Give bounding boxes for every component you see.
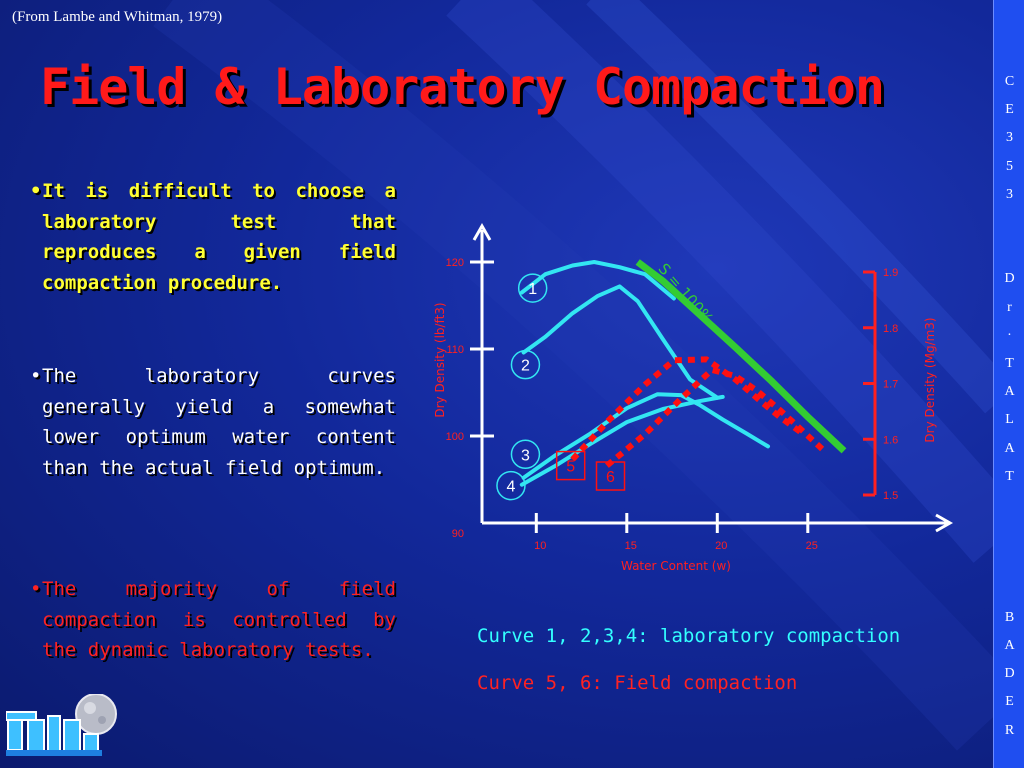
side-strip-char: R bbox=[1004, 722, 1015, 738]
source-citation: (From Lambe and Whitman, 1979) bbox=[12, 9, 223, 25]
bullet-text: The laboratory curves generally yield a … bbox=[42, 365, 396, 479]
side-strip-char: T bbox=[1005, 468, 1014, 484]
side-strip-char: A bbox=[1004, 384, 1015, 400]
side-strip-char: D bbox=[1004, 271, 1015, 287]
right-tick-label: 1.9 bbox=[883, 267, 898, 279]
curve-label: 5 bbox=[566, 459, 575, 476]
bullet-item-3: • The majority of field compaction is co… bbox=[30, 574, 396, 666]
side-strip-char: 3 bbox=[1006, 130, 1013, 146]
side-strip-char: L bbox=[1005, 412, 1014, 428]
side-strip-char: 5 bbox=[1006, 158, 1013, 174]
legend-field-curves: Curve 5, 6: Field compaction bbox=[477, 672, 798, 694]
curve-1 bbox=[519, 260, 676, 301]
side-strip-char: A bbox=[1004, 440, 1015, 456]
bullet-marker: • bbox=[30, 578, 42, 600]
side-strip-char: E bbox=[1005, 694, 1014, 710]
side-strip-char: B bbox=[1004, 609, 1015, 625]
curve-label: 2 bbox=[521, 358, 530, 375]
side-strip-char: T bbox=[1005, 356, 1014, 371]
bullet-marker: • bbox=[30, 180, 42, 202]
curve-4 bbox=[519, 394, 725, 487]
curve-5 bbox=[570, 356, 805, 462]
y-tick-label: 90 bbox=[452, 528, 464, 540]
curve-label: 6 bbox=[606, 469, 615, 486]
bullet-item-1: • It is difficult to choose a laboratory… bbox=[30, 176, 396, 298]
curve-2 bbox=[521, 284, 720, 400]
x-tick-label: 10 bbox=[534, 540, 546, 552]
y-axis-title: Dry Density (lb/ft3) bbox=[433, 302, 447, 417]
right-tick-label: 1.8 bbox=[883, 323, 898, 335]
curve-6 bbox=[604, 366, 828, 468]
y-axis-arrow bbox=[472, 222, 492, 241]
side-strip-char: · bbox=[1007, 327, 1012, 343]
bullet-marker: • bbox=[30, 365, 42, 387]
side-strip-char: C bbox=[1004, 74, 1015, 89]
x-tick-label: 15 bbox=[625, 540, 637, 552]
page-title: Field & Laboratory Compaction bbox=[40, 58, 885, 116]
curve-label: 1 bbox=[528, 281, 537, 298]
curve-label: 4 bbox=[507, 479, 516, 496]
bullet-text: The majority of field compaction is cont… bbox=[42, 578, 396, 661]
x-axis-title: Water Content (w) bbox=[621, 559, 731, 573]
y-tick-label: 100 bbox=[446, 431, 464, 443]
saturation-label: S = 100% bbox=[655, 260, 717, 328]
x-tick-label: 25 bbox=[806, 540, 818, 552]
university-logo bbox=[6, 694, 117, 756]
curve-3 bbox=[521, 392, 770, 480]
right-tick-label: 1.7 bbox=[883, 379, 898, 391]
curve-label-box bbox=[555, 450, 586, 481]
curve-label-circle bbox=[496, 470, 526, 501]
side-strip-char: E bbox=[1005, 102, 1014, 118]
right-tick-label: 1.6 bbox=[883, 434, 898, 446]
curve-label-circle bbox=[510, 439, 541, 470]
curve-label-circle bbox=[510, 349, 541, 380]
side-strip-char: A bbox=[1004, 638, 1015, 653]
curve-s-100- bbox=[635, 259, 847, 454]
curve-label-circle bbox=[517, 273, 548, 303]
side-strip-char: D bbox=[1004, 666, 1015, 682]
right-axis-title: Dry Density (Mg/m3) bbox=[923, 317, 937, 442]
y-tick-label: 120 bbox=[446, 257, 464, 269]
curve-label-box bbox=[595, 461, 626, 491]
side-strip-char: r bbox=[1007, 299, 1012, 315]
legend-lab-curves: Curve 1, 2,3,4: laboratory compaction bbox=[477, 625, 901, 647]
bullet-text: It is difficult to choose a laboratory t… bbox=[42, 180, 396, 294]
y-tick-label: 110 bbox=[446, 344, 464, 356]
x-axis-arrow bbox=[935, 513, 954, 533]
curve-label: 3 bbox=[521, 447, 530, 464]
x-tick-label: 20 bbox=[715, 540, 727, 552]
bullet-item-2: • The laboratory curves generally yield … bbox=[30, 361, 396, 483]
side-strip-char: 3 bbox=[1006, 186, 1013, 202]
right-tick-label: 1.5 bbox=[883, 490, 898, 502]
